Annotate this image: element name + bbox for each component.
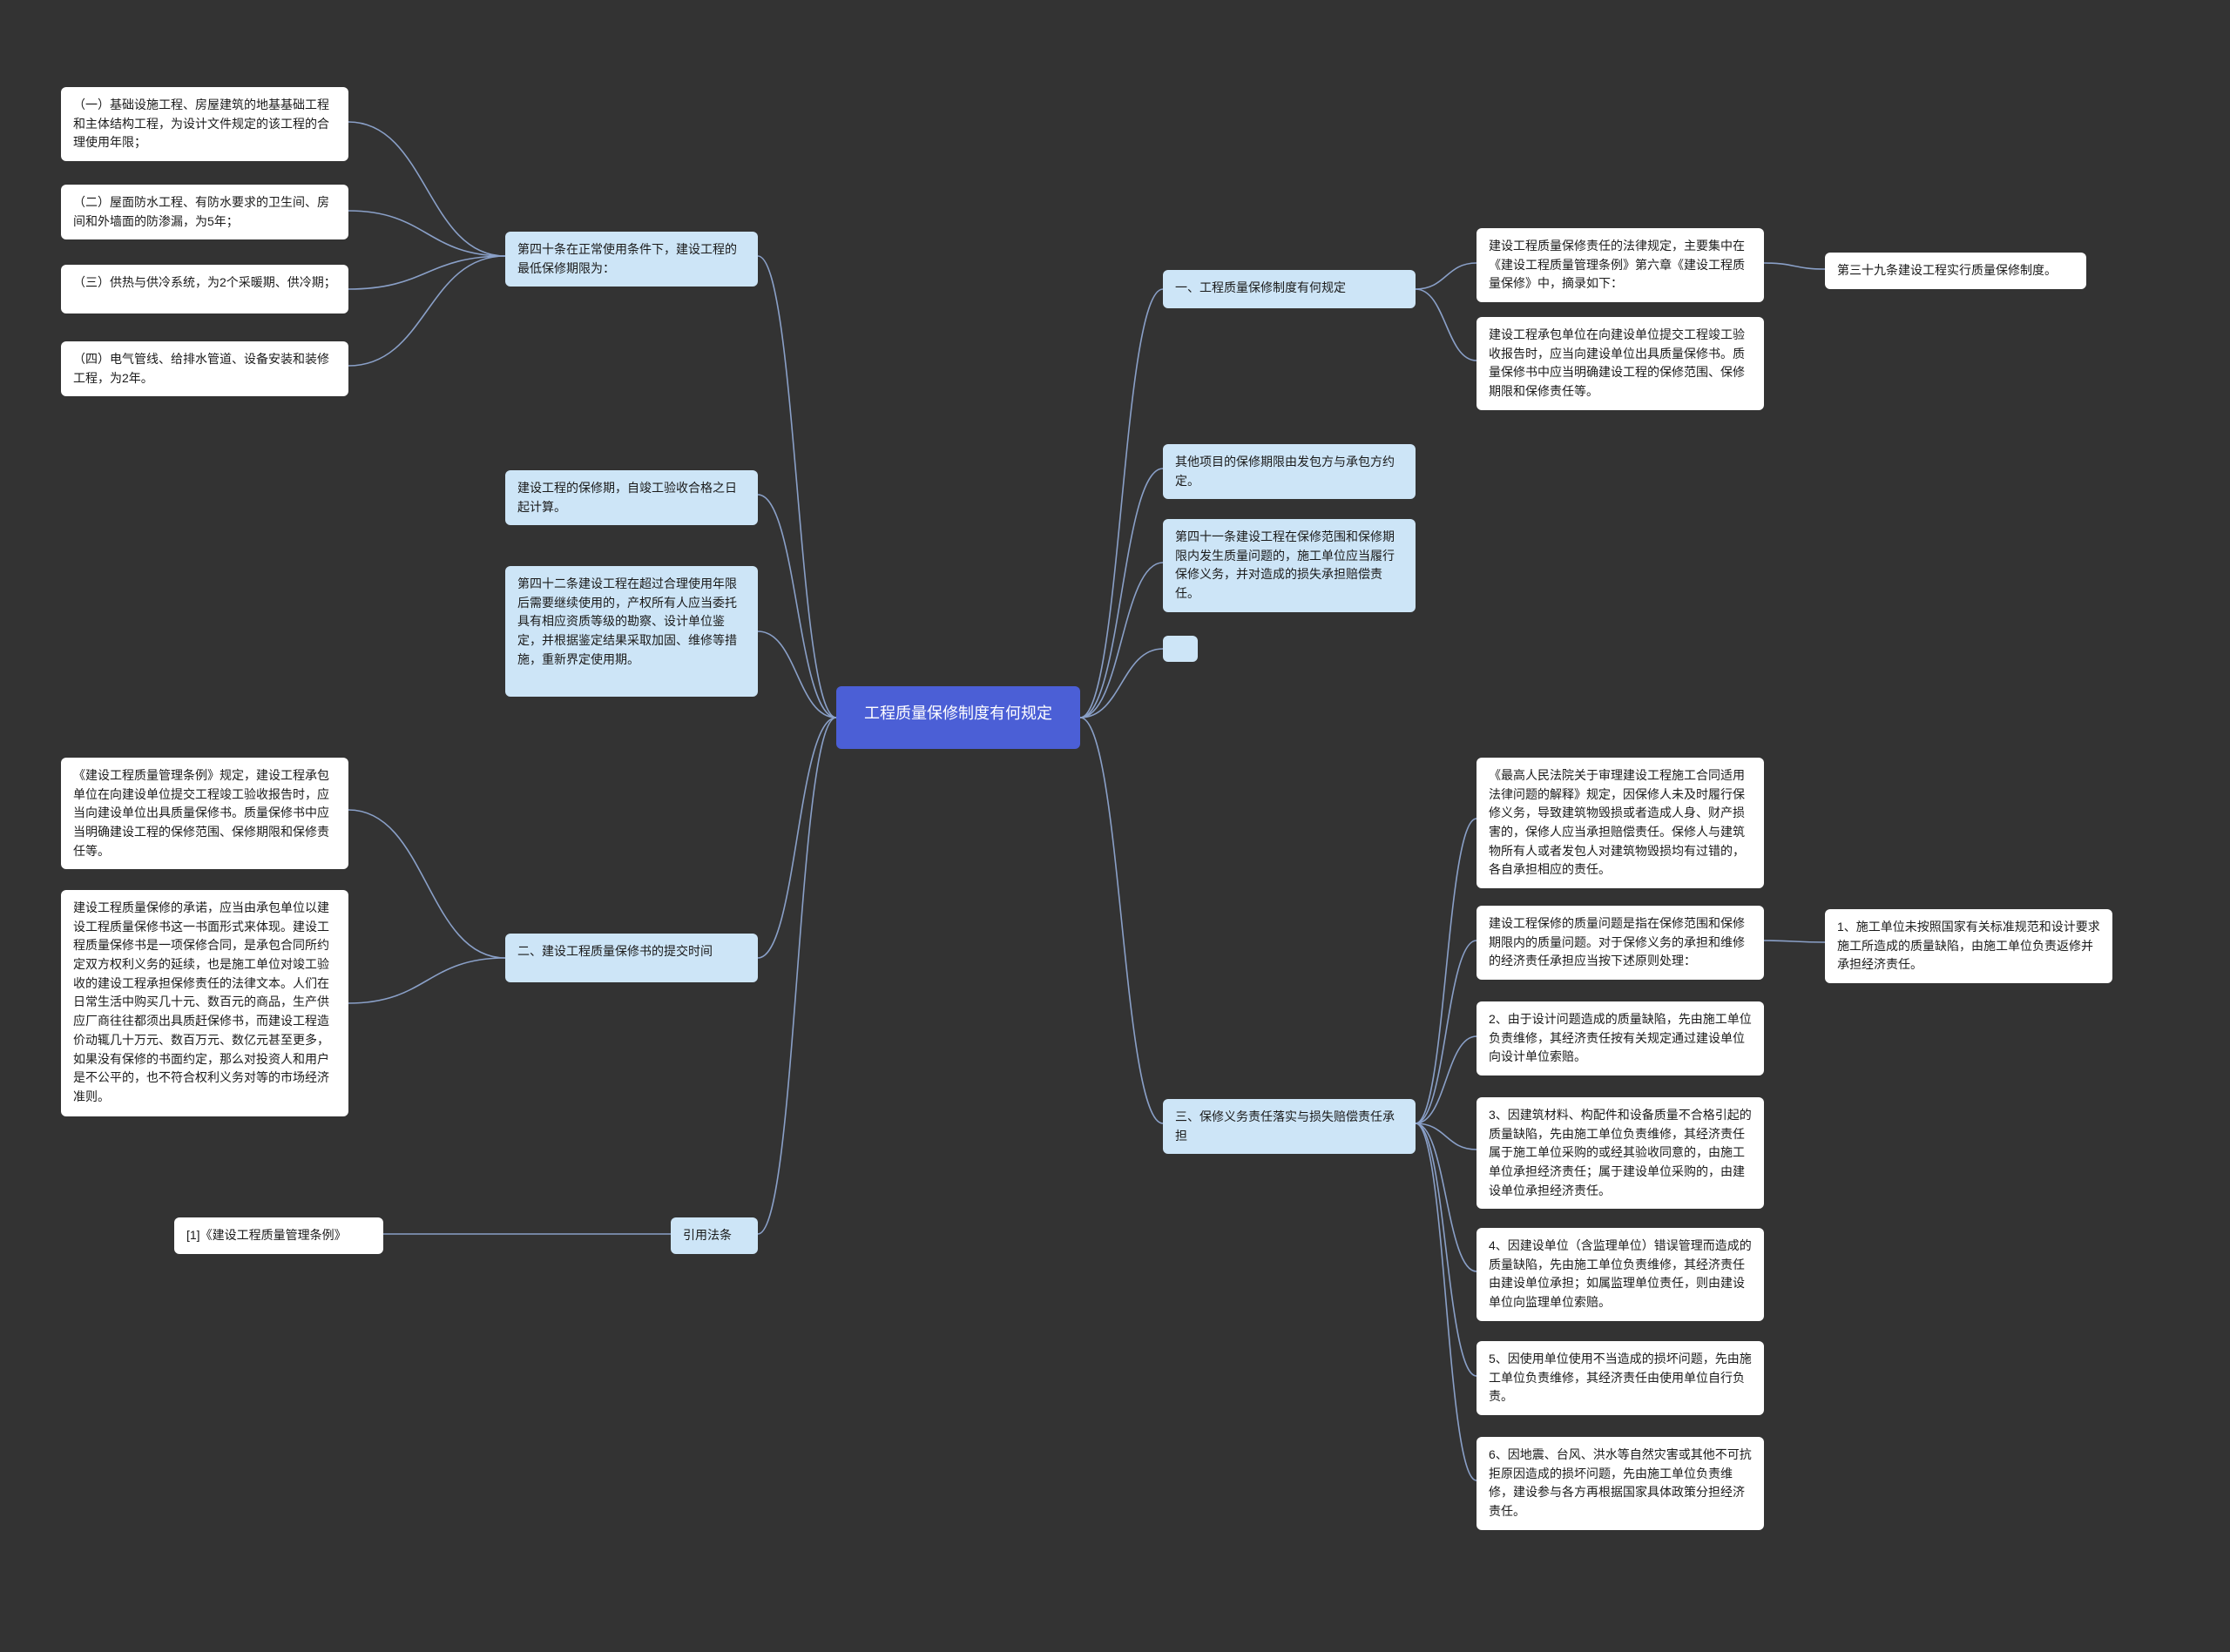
node-root[interactable]: 工程质量保修制度有何规定 — [836, 686, 1080, 749]
node-r5d[interactable]: 3、因建筑材料、构配件和设备质量不合格引起的质量缺陷，先由施工单位负责维修，其经… — [1477, 1097, 1764, 1209]
connector-path — [758, 718, 836, 1234]
node-r1a[interactable]: 建设工程质量保修责任的法律规定，主要集中在《建设工程质量管理条例》第六章《建设工… — [1477, 228, 1764, 302]
node-l2[interactable]: 建设工程的保修期，自竣工验收合格之日起计算。 — [505, 470, 758, 525]
connector-path — [348, 256, 505, 289]
connector-path — [348, 256, 505, 366]
node-r1a1[interactable]: 第三十九条建设工程实行质量保修制度。 — [1825, 253, 2086, 289]
connector-path — [758, 256, 836, 718]
connector-path — [1416, 289, 1477, 361]
node-r1b[interactable]: 建设工程承包单位在向建设单位提交工程竣工验收报告时，应当向建设单位出具质量保修书… — [1477, 317, 1764, 410]
connector-path — [1080, 649, 1163, 718]
node-l1c[interactable]: （三）供热与供冷系统，为2个采暖期、供冷期； — [61, 265, 348, 314]
connector-path — [348, 211, 505, 256]
node-r5b1[interactable]: 1、施工单位未按照国家有关标准规范和设计要求施工所造成的质量缺陷，由施工单位负责… — [1825, 909, 2112, 983]
connector-path — [1416, 1123, 1477, 1271]
connector-path — [1416, 1123, 1477, 1150]
connector-path — [1080, 289, 1163, 718]
connector-path — [758, 718, 836, 958]
node-r5a[interactable]: 《最高人民法院关于审理建设工程施工合同适用法律问题的解释》规定，因保修人未及时履… — [1477, 758, 1764, 888]
connector-path — [758, 631, 836, 718]
connector-path — [1416, 263, 1477, 289]
node-r5[interactable]: 三、保修义务责任落实与损失赔偿责任承担 — [1163, 1099, 1416, 1154]
node-l5a[interactable]: [1]《建设工程质量管理条例》 — [174, 1217, 383, 1254]
connector-path — [348, 810, 505, 958]
node-l1a[interactable]: （一）基础设施工程、房屋建筑的地基基础工程和主体结构工程，为设计文件规定的该工程… — [61, 87, 348, 161]
node-l4b[interactable]: 建设工程质量保修的承诺，应当由承包单位以建设工程质量保修书这一书面形式来体现。建… — [61, 890, 348, 1116]
node-r4[interactable] — [1163, 636, 1198, 662]
node-l4a[interactable]: 《建设工程质量管理条例》规定，建设工程承包单位在向建设单位提交工程竣工验收报告时… — [61, 758, 348, 869]
node-l4[interactable]: 二、建设工程质量保修书的提交时间 — [505, 934, 758, 982]
mindmap-canvas: 工程质量保修制度有何规定 一、工程质量保修制度有何规定 建设工程质量保修责任的法律规… — [0, 0, 2230, 1652]
connector-path — [1416, 1123, 1477, 1480]
connector-path — [1416, 941, 1477, 1123]
connector-path — [758, 495, 836, 718]
node-r2[interactable]: 其他项目的保修期限由发包方与承包方约定。 — [1163, 444, 1416, 499]
node-l5[interactable]: 引用法条 — [671, 1217, 758, 1254]
connector-path — [1080, 718, 1163, 1123]
node-r1[interactable]: 一、工程质量保修制度有何规定 — [1163, 270, 1416, 308]
node-r5c[interactable]: 2、由于设计问题造成的质量缺陷，先由施工单位负责维修，其经济责任按有关规定通过建… — [1477, 1001, 1764, 1075]
node-r5b[interactable]: 建设工程保修的质量问题是指在保修范围和保修期限内的质量问题。对于保修义务的承担和… — [1477, 906, 1764, 980]
connector-path — [348, 122, 505, 256]
connector-path — [1764, 941, 1825, 942]
connector-path — [1416, 1123, 1477, 1376]
node-r5g[interactable]: 6、因地震、台风、洪水等自然灾害或其他不可抗拒原因造成的损坏问题，先由施工单位负… — [1477, 1437, 1764, 1530]
node-l1d[interactable]: （四）电气管线、给排水管道、设备安装和装修工程，为2年。 — [61, 341, 348, 396]
node-l3[interactable]: 第四十二条建设工程在超过合理使用年限后需要继续使用的，产权所有人应当委托具有相应… — [505, 566, 758, 697]
node-r5e[interactable]: 4、因建设单位（含监理单位）错误管理而造成的质量缺陷，先由施工单位负责维修，其经… — [1477, 1228, 1764, 1321]
node-r5f[interactable]: 5、因使用单位使用不当造成的损坏问题，先由施工单位负责维修，其经济责任由使用单位… — [1477, 1341, 1764, 1415]
node-l1b[interactable]: （二）屋面防水工程、有防水要求的卫生间、房间和外墙面的防渗漏，为5年； — [61, 185, 348, 239]
node-r3[interactable]: 第四十一条建设工程在保修范围和保修期限内发生质量问题的，施工单位应当履行保修义务… — [1163, 519, 1416, 612]
node-l1[interactable]: 第四十条在正常使用条件下，建设工程的最低保修期限为： — [505, 232, 758, 287]
connector-path — [348, 958, 505, 1003]
connector-path — [1416, 819, 1477, 1123]
connector-path — [1080, 469, 1163, 718]
connector-path — [1764, 263, 1825, 269]
connector-path — [1080, 563, 1163, 718]
connector-path — [1416, 1036, 1477, 1123]
